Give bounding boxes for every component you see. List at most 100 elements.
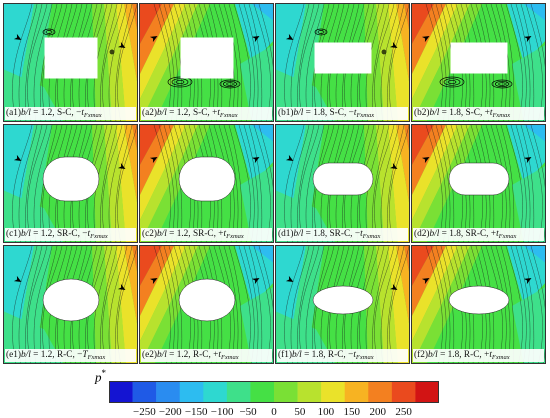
panel-label: (b2) <box>414 108 430 118</box>
time-subscript: Fxmax <box>492 112 511 119</box>
sign-label: + <box>218 229 224 239</box>
contour-panel: (c1)b/l = 1.2, SR-C, −tFxmax <box>3 124 138 243</box>
colorbar-tick-label: −200 <box>158 406 182 418</box>
pressure-field <box>140 4 273 121</box>
case-label: = 1.8, SR-C, <box>439 229 491 239</box>
time-subscript: Fxmax <box>498 233 517 240</box>
contour-panel: (c2)b/l = 1.2, SR-C, +tFxmax <box>139 124 274 243</box>
time-label: t <box>360 229 363 239</box>
colorbar-swatch <box>391 381 416 403</box>
ratio-label: b/l <box>293 108 304 118</box>
case-label: = 1.2, S-C, <box>30 108 77 118</box>
colorbar-tick-label: 150 <box>343 406 361 418</box>
time-label: t <box>223 229 227 239</box>
contour-panel: (f1)b/l = 1.8, R-C, −tFxmax <box>275 245 410 364</box>
time-label: t <box>87 229 91 239</box>
pressure-field <box>276 246 409 363</box>
case-label: = 1.2, R-C, <box>30 350 78 360</box>
colorbar-tick-label: 200 <box>369 406 386 418</box>
colorbar-swatch <box>297 381 322 403</box>
panel-label: (c1) <box>6 229 21 239</box>
colorbar-tick-label: −250 <box>132 406 156 418</box>
colorbar-swatch <box>203 381 228 403</box>
ratio-label: b/l <box>156 108 167 118</box>
ratio-label: b/l <box>156 350 167 360</box>
contour-panel: (a2)b/l = 1.2, S-C, +tFxmax <box>139 3 274 122</box>
colorbar <box>109 381 439 403</box>
ratio-label: b/l <box>429 108 440 118</box>
sign-label: + <box>484 350 490 360</box>
contour-panel: (b1)b/l = 1.8, S-C, −tFxmax <box>275 3 410 122</box>
case-label: = 1.8, S-C, <box>303 108 349 118</box>
time-label: t <box>489 350 492 360</box>
time-subscript: Fxmax <box>362 233 381 240</box>
ratio-label: b/l <box>429 229 440 239</box>
pressure-field <box>412 4 545 121</box>
figure-grid: (a1)b/l = 1.2, S-C, −tFxmax (a2)b/l = 1.2… <box>3 3 547 364</box>
panel-caption: (e2)b/l = 1.2, R-C, +tFxmax <box>141 349 272 362</box>
time-label: t <box>81 108 84 118</box>
panel-caption: (c1)b/l = 1.2, SR-C, −tFxmax <box>5 228 136 241</box>
colorbar-swatch <box>226 381 251 403</box>
panel-caption: (f1)b/l = 1.8, R-C, −tFxmax <box>277 349 408 362</box>
pressure-field <box>140 125 273 242</box>
colorbar-title: p* <box>95 368 106 385</box>
contour-panel: (f2)b/l = 1.8, R-C, +tFxmax <box>411 245 546 364</box>
colorbar-swatch <box>132 381 157 403</box>
colorbar-swatch <box>368 381 393 403</box>
time-subscript: Fxmax <box>355 354 374 361</box>
colorbar-swatch <box>109 381 133 403</box>
time-subscript: Fxmax <box>83 112 102 119</box>
colorbar-tick-label: 100 <box>317 406 335 418</box>
ratio-label: b/l <box>427 350 438 360</box>
sign-label: − <box>348 350 354 360</box>
colorbar-tick-label: −150 <box>184 406 208 418</box>
panel-label: (b1) <box>278 108 294 118</box>
time-subscript: Fxmax <box>219 112 238 119</box>
panel-caption: (a1)b/l = 1.2, S-C, −tFxmax <box>5 107 136 120</box>
panel-caption: (b1)b/l = 1.8, S-C, −tFxmax <box>277 107 408 120</box>
time-subscript: Fxmax <box>87 354 106 361</box>
panel-label: (d1) <box>278 229 294 239</box>
ratio-label: b/l <box>20 108 31 118</box>
panel-label: (d2) <box>414 229 430 239</box>
sign-label: − <box>76 108 82 118</box>
time-subscript: Fxmax <box>226 233 244 240</box>
time-subscript: Fxmax <box>220 354 239 361</box>
sign-label: − <box>82 229 88 239</box>
sign-label: − <box>77 350 83 360</box>
time-label: t <box>489 108 493 118</box>
colorbar-swatch <box>344 381 369 403</box>
pressure-field <box>412 125 545 242</box>
contour-panel: (a1)b/l = 1.2, S-C, −tFxmax <box>3 3 138 122</box>
pressure-field <box>4 125 137 242</box>
pressure-field <box>4 246 137 363</box>
colorbar-legend: p* −250 −200 −150 −100 −50 0 50 100 150 200 250 <box>95 368 455 418</box>
colorbar-swatch <box>415 381 439 403</box>
panel-label: (f2) <box>414 350 428 360</box>
colorbar-tick-label: 50 <box>294 406 306 418</box>
case-label: = 1.2, SR-C, <box>166 229 219 239</box>
contour-panel: (e2)b/l = 1.2, R-C, +tFxmax <box>139 245 274 364</box>
time-label: t <box>353 108 357 118</box>
sign-label: + <box>484 108 490 118</box>
panel-label: (a2) <box>142 108 157 118</box>
panel-caption: (b2)b/l = 1.8, S-C, +tFxmax <box>413 107 544 120</box>
case-label: = 1.8, R-C, <box>301 350 349 360</box>
colorbar-swatch <box>179 381 204 403</box>
contour-panel: (d1)b/l = 1.8, SR-C, −tFxmax <box>275 124 410 243</box>
ratio-label: b/l <box>156 229 167 239</box>
case-label: = 1.2, R-C, <box>166 350 214 360</box>
time-label: t <box>496 229 499 239</box>
colorbar-swatch <box>321 381 346 403</box>
panel-label: (f1) <box>278 350 292 360</box>
colorbar-swatch <box>250 381 275 403</box>
panel-caption: (c2)b/l = 1.2, SR-C, +tFxmax <box>141 228 272 241</box>
colorbar-tick-label: 0 <box>271 406 277 418</box>
time-label: t <box>217 108 220 118</box>
colorbar-swatch <box>156 381 181 403</box>
pressure-field <box>4 4 137 121</box>
sign-label: − <box>354 229 361 239</box>
sign-label: + <box>213 350 219 360</box>
time-label: t <box>218 350 221 360</box>
